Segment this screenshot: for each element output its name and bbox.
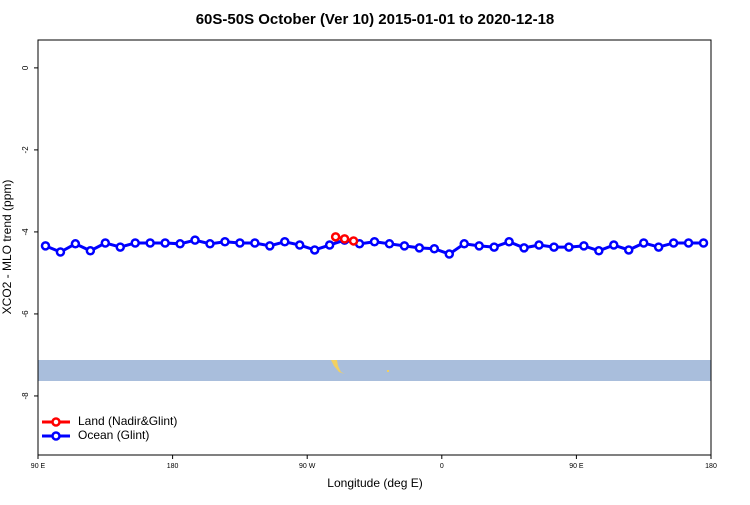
- x-axis-label: Longitude (deg E): [327, 476, 422, 490]
- data-point: [330, 232, 341, 242]
- data-point: [115, 242, 126, 252]
- x-tick-label: 90 E: [31, 463, 46, 470]
- x-tick-label: 180: [705, 463, 717, 470]
- y-tick-label: -6: [21, 310, 30, 318]
- data-point: [265, 241, 275, 251]
- data-point: [534, 240, 544, 250]
- x-tick-label: 90 E: [569, 463, 584, 470]
- data-point: [623, 245, 634, 255]
- data-point: [549, 242, 559, 252]
- data-point: [698, 238, 709, 248]
- map-strip: [38, 360, 711, 381]
- data-point: [444, 249, 455, 259]
- y-tick-label: 0: [21, 65, 30, 70]
- data-point: [190, 235, 200, 245]
- data-point: [683, 238, 694, 248]
- data-point: [294, 240, 305, 250]
- data-point: [130, 238, 140, 248]
- data-point: [399, 241, 410, 251]
- data-point: [175, 239, 185, 249]
- data-point: [579, 241, 589, 251]
- data-point: [85, 246, 96, 256]
- y-axis-label: XCO2 - MLO trend (ppm): [0, 180, 14, 315]
- legend-label: Ocean (Glint): [78, 428, 149, 442]
- y-tick-label: -4: [21, 228, 30, 236]
- data-point: [564, 242, 574, 252]
- data-point: [474, 241, 484, 251]
- data-point: [100, 238, 111, 248]
- data-point: [429, 243, 440, 254]
- land-shape: [387, 370, 389, 372]
- data-point: [220, 237, 230, 247]
- data-point: [250, 238, 260, 248]
- data-point: [668, 238, 679, 248]
- data-point: [324, 240, 335, 250]
- data-point: [369, 237, 380, 247]
- data-point: [309, 245, 320, 255]
- data-point: [55, 247, 66, 257]
- x-tick-label: 0: [440, 463, 444, 470]
- data-point: [40, 241, 51, 251]
- data-point: [339, 234, 350, 244]
- data-point: [653, 242, 664, 252]
- data-point: [414, 243, 425, 253]
- y-tick-label: -2: [21, 146, 30, 154]
- data-point: [348, 236, 359, 246]
- legend-marker: [51, 417, 61, 427]
- y-tick-label: -8: [21, 392, 30, 400]
- legend-marker: [51, 431, 61, 441]
- data-point: [609, 240, 619, 250]
- data-point: [594, 246, 604, 256]
- data-point: [638, 238, 649, 248]
- data-point: [489, 242, 499, 252]
- data-point: [504, 237, 514, 247]
- data-point: [280, 237, 290, 247]
- legend-label: Land (Nadir&Glint): [78, 414, 177, 428]
- data-point: [459, 239, 469, 249]
- data-point: [205, 239, 215, 249]
- data-point: [519, 243, 529, 253]
- data-point: [235, 238, 245, 248]
- x-tick-label: 180: [167, 463, 179, 470]
- data-point: [145, 238, 155, 248]
- data-point: [384, 239, 395, 249]
- land-shape: [331, 360, 345, 374]
- x-tick-label: 90 W: [299, 463, 316, 470]
- data-point: [160, 238, 170, 248]
- data-point: [70, 239, 81, 249]
- plot-frame: [37, 39, 712, 456]
- chart-title: 60S-50S October (Ver 10) 2015-01-01 to 2…: [196, 11, 555, 28]
